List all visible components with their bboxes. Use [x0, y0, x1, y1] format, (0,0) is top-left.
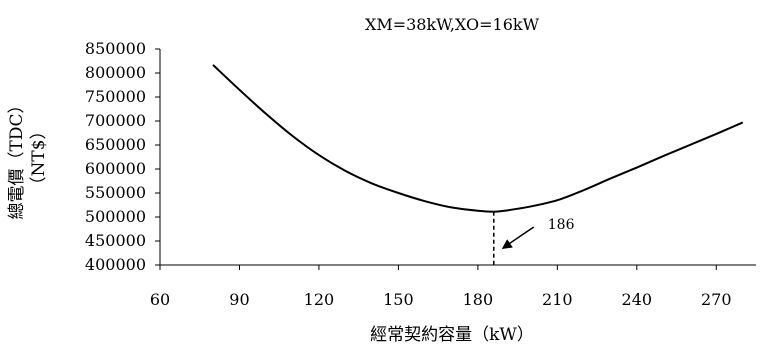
- y-tick-label: 800000: [85, 63, 146, 82]
- y-tick-label: 650000: [85, 135, 146, 154]
- annotation-label: 186: [548, 217, 575, 233]
- x-tick-label: 180: [463, 290, 494, 309]
- series: [212, 64, 744, 213]
- tick-labels: 400000 450000 500000 550000 600000 650000 7000…: [85, 39, 732, 309]
- y-tick-label: 400000: [85, 255, 146, 274]
- y-tick-label: 550000: [85, 183, 146, 202]
- annotation-arrow-shaft: [505, 226, 535, 247]
- x-tick-label: 90: [229, 290, 249, 309]
- annotation-arrow-head: [501, 239, 513, 249]
- y-tick-label: 500000: [85, 207, 146, 226]
- x-tick-label: 60: [150, 290, 170, 309]
- x-tick-label: 240: [622, 290, 653, 309]
- x-tick-label: 120: [304, 290, 335, 309]
- y-tick-label: 700000: [85, 111, 146, 130]
- x-tick-label: 270: [701, 290, 732, 309]
- x-axis-title: 經常契約容量（kW）: [370, 325, 534, 345]
- y-axis-title: 總電價（TDC） （NT$）: [7, 97, 49, 220]
- series-line-0: [212, 64, 744, 213]
- y-tick-label: 850000: [85, 39, 146, 58]
- x-tick-label: 150: [383, 290, 414, 309]
- annotations: 186: [493, 211, 575, 265]
- y-axis-title-line-1: 總電價（TDC）: [7, 97, 27, 220]
- y-tick-label: 450000: [85, 231, 146, 250]
- y-tick-label: 600000: [85, 159, 146, 178]
- chart-title: XM=38kW,XO=16kW: [365, 15, 540, 34]
- axes: [155, 48, 756, 270]
- y-axis-title-line-2: （NT$）: [29, 122, 49, 193]
- y-tick-label: 750000: [85, 87, 146, 106]
- x-tick-label: 210: [542, 290, 573, 309]
